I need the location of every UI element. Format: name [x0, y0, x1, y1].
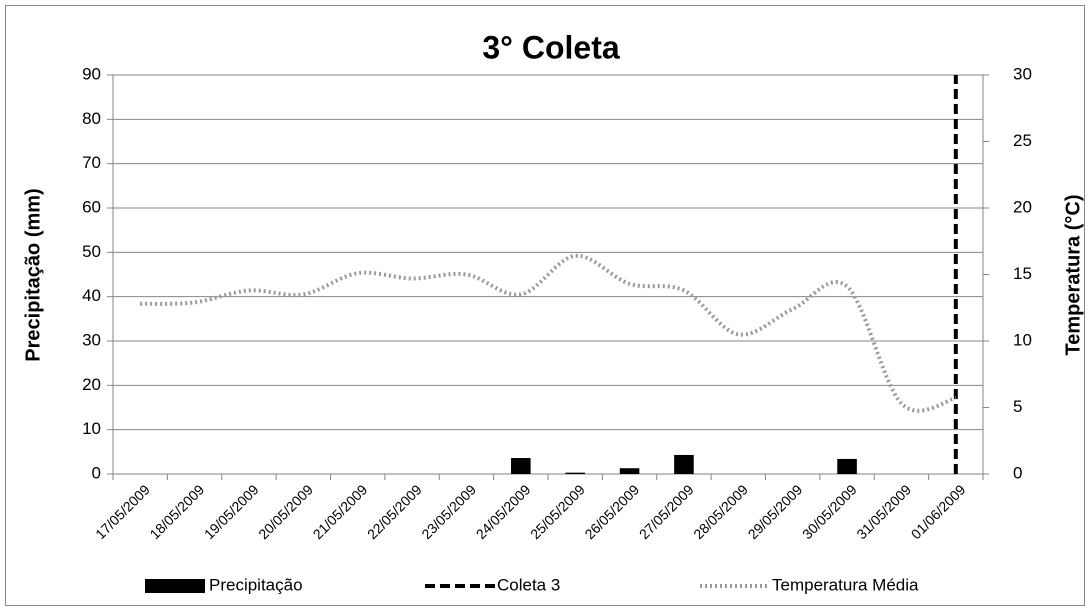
bar: [674, 454, 694, 474]
bar: [511, 458, 531, 474]
bar: [619, 468, 640, 474]
legend-label: Coleta 3: [497, 575, 560, 594]
y-tick-label: 90: [82, 64, 101, 83]
legend-label: Temperatura Média: [772, 575, 919, 594]
y2-tick-label: 30: [1013, 64, 1032, 83]
y-tick-label: 60: [82, 197, 101, 216]
y2-tick-label: 0: [1013, 463, 1022, 482]
y-tick-label: 80: [82, 109, 101, 128]
y-tick-label: 20: [82, 375, 101, 394]
y-tick-label: 30: [82, 330, 101, 349]
legend-label: Precipitação: [209, 575, 303, 594]
y2-axis-title: Temperatura (°C): [1062, 195, 1084, 356]
y2-tick-label: 5: [1013, 397, 1022, 416]
chart-frame: [5, 5, 1085, 606]
y2-tick-label: 25: [1013, 131, 1032, 150]
chart-title: 3° Coleta: [482, 29, 619, 65]
y-tick-label: 10: [82, 419, 101, 438]
bar: [565, 472, 585, 474]
bar: [837, 458, 857, 474]
y2-tick-label: 15: [1013, 264, 1032, 283]
legend-swatch: [145, 579, 205, 593]
y-tick-label: 70: [82, 153, 101, 172]
y-tick-label: 0: [92, 463, 101, 482]
y-tick-label: 50: [82, 242, 101, 261]
y2-tick-label: 10: [1013, 330, 1032, 349]
y2-tick-label: 20: [1013, 197, 1032, 216]
y-axis-title: Precipitação (mm): [22, 188, 44, 361]
y-tick-label: 40: [82, 286, 101, 305]
